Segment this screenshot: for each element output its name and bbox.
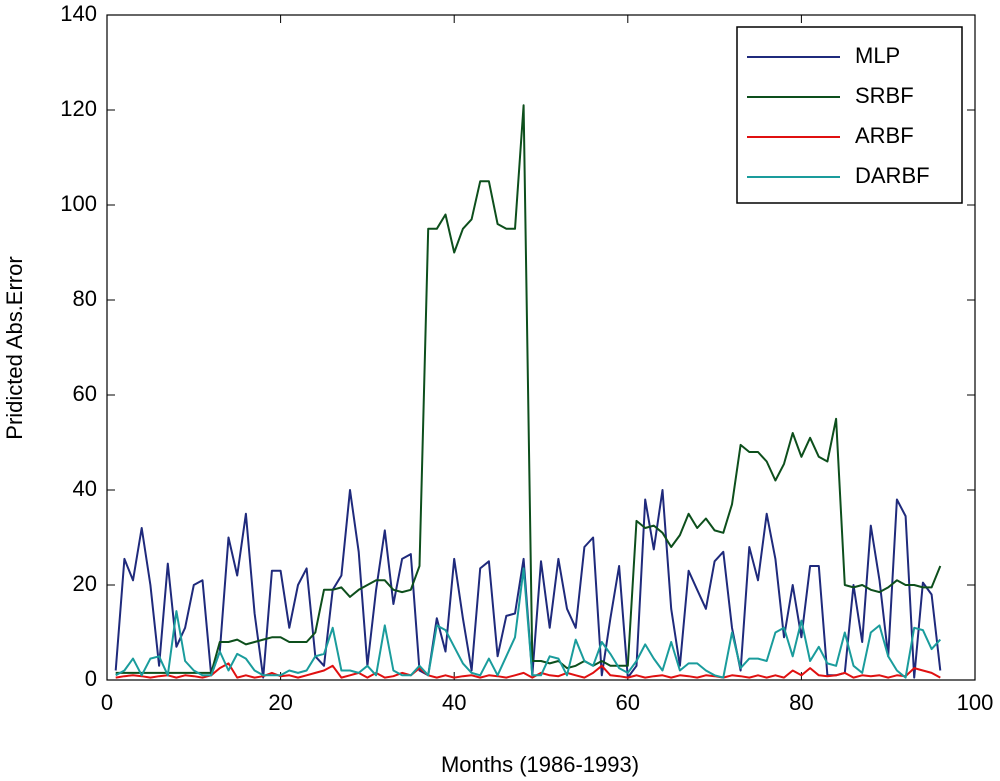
- x-tick-label: 100: [957, 690, 994, 715]
- y-tick-label: 20: [73, 571, 97, 596]
- y-tick-label: 40: [73, 476, 97, 501]
- x-tick-label: 60: [616, 690, 640, 715]
- legend-label: ARBF: [855, 123, 914, 148]
- x-tick-label: 40: [442, 690, 466, 715]
- y-tick-label: 120: [60, 96, 97, 121]
- series-line: [115, 104, 942, 674]
- y-tick-label: 0: [85, 666, 97, 691]
- legend-label: MLP: [855, 43, 900, 68]
- y-tick-label: 140: [60, 1, 97, 26]
- x-tick-label: 20: [268, 690, 292, 715]
- y-tick-label: 80: [73, 286, 97, 311]
- legend-label: SRBF: [855, 83, 914, 108]
- x-tick-label: 80: [789, 690, 813, 715]
- plot-frame: [106, 14, 976, 681]
- y-tick-label: 100: [60, 191, 97, 216]
- series-line: [115, 662, 941, 679]
- x-tick-label: 0: [101, 690, 113, 715]
- series-line: [115, 567, 942, 679]
- legend-label: DARBF: [855, 163, 930, 188]
- y-tick-label: 60: [73, 381, 97, 406]
- y-axis-label: Pridicted Abs.Error: [2, 256, 27, 439]
- x-axis-label: Months (1986-1993): [441, 752, 639, 777]
